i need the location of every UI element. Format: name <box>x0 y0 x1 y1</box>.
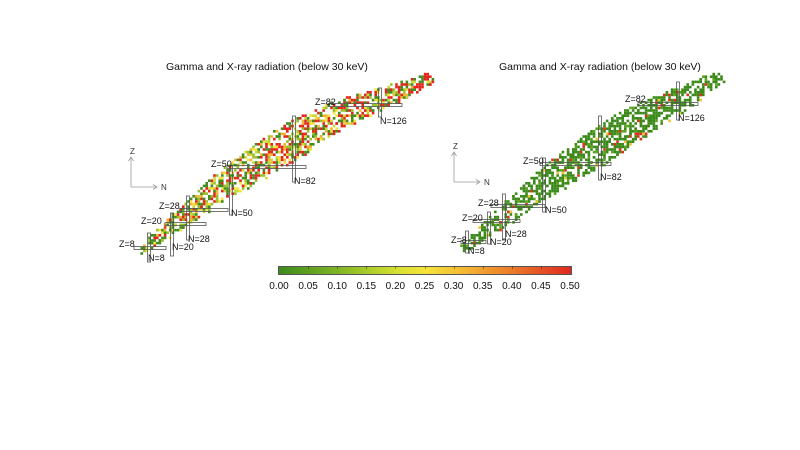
colorbar-tick-label: 0.00 <box>269 281 289 292</box>
nuclide-cells <box>460 72 726 253</box>
magic-label-n28: N=28 <box>505 229 527 239</box>
magic-label-n8: N=8 <box>468 246 485 256</box>
magic-label-z20: Z=20 <box>141 216 162 226</box>
colorbar-tick-label: 0.50 <box>560 281 580 292</box>
colorbar-tick-label: 0.20 <box>385 281 406 292</box>
magic-label-n126: N=126 <box>380 116 407 126</box>
colorbar-tick-mark <box>453 266 455 269</box>
colorbar-tick-label: 0.35 <box>472 281 493 292</box>
magic-label-n20: N=20 <box>172 242 194 252</box>
n-axis-label: N <box>484 178 490 187</box>
z-axis-label: Z <box>130 147 135 156</box>
magic-label-n20: N=20 <box>490 237 512 247</box>
magic-label-z82: Z=82 <box>625 94 646 104</box>
colorbar-tick-label: 0.15 <box>356 281 377 292</box>
magic-label-n50: N=50 <box>231 208 253 218</box>
magic-label-n50: N=50 <box>545 205 567 215</box>
colorbar-tick-mark <box>540 266 542 269</box>
magic-label-z8: Z=8 <box>451 235 467 245</box>
magic-label-z8: Z=8 <box>119 239 135 249</box>
colorbar-tick-label: 0.25 <box>414 281 435 292</box>
magic-label-z50: Z=50 <box>211 159 232 169</box>
colorbar-tick-mark <box>308 266 310 269</box>
magic-label-z20: Z=20 <box>462 213 483 223</box>
axis-indicator: ZN <box>451 142 490 187</box>
colorbar-tick-label: 0.30 <box>443 281 464 292</box>
left-chart-title: Gamma and X-ray radiation (below 30 keV) <box>166 61 368 73</box>
magic-label-z82: Z=82 <box>315 97 336 107</box>
colorbar-tick-label: 0.40 <box>502 281 522 292</box>
colorbar-tick-mark <box>482 266 484 269</box>
colorbar-tick-mark <box>337 266 339 269</box>
magic-label-n28: N=28 <box>188 234 210 244</box>
magic-label-z50: Z=50 <box>523 156 544 166</box>
colorbar-tick-mark <box>424 266 426 269</box>
right-chart-title: Gamma and X-ray radiation (below 30 keV) <box>499 61 701 73</box>
magic-label-n82: N=82 <box>294 176 316 186</box>
n-axis-label: N <box>161 183 167 192</box>
magic-label-n8: N=8 <box>148 253 165 263</box>
colorbar-tick-label: 0.45 <box>531 281 551 292</box>
colorbar-tick-label: 0.05 <box>298 281 318 292</box>
colorbar-tick-mark <box>366 266 368 269</box>
colorbar-tick-mark <box>395 266 397 269</box>
colorbar-tick-mark <box>511 266 513 269</box>
magic-number-lines <box>133 87 403 263</box>
magic-label-z28: Z=28 <box>478 198 499 208</box>
axis-indicator: ZN <box>128 147 167 192</box>
z-axis-label: Z <box>453 142 458 151</box>
magic-number-lines <box>460 81 699 254</box>
magic-label-n82: N=82 <box>600 172 622 182</box>
colorbar <box>278 266 572 275</box>
magic-label-n126: N=126 <box>678 113 705 123</box>
colorbar-tick-label: 0.10 <box>327 281 347 292</box>
magic-label-z28: Z=28 <box>159 201 180 211</box>
